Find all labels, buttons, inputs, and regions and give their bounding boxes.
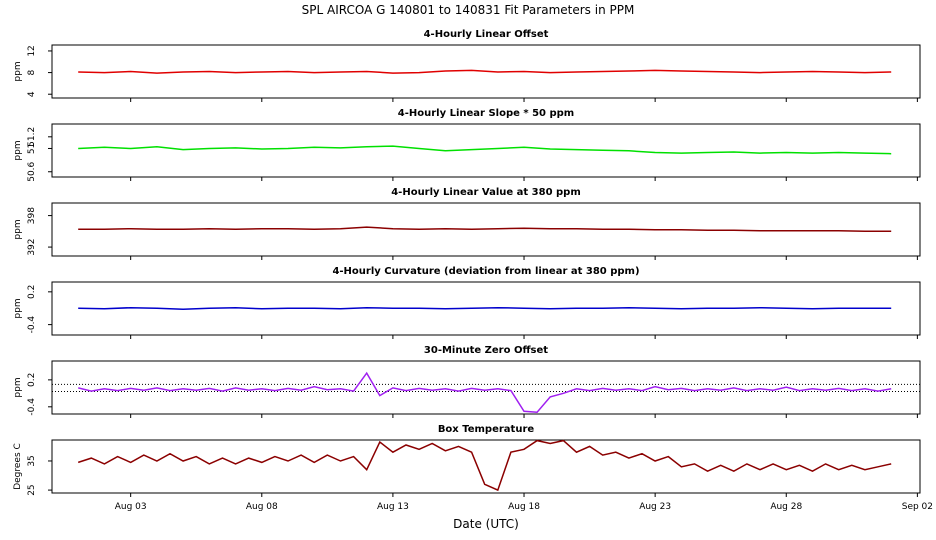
y-axis-label: ppm <box>13 298 23 318</box>
y-axis-label: ppm <box>13 140 23 160</box>
data-line <box>78 226 892 233</box>
x-tick-label: Aug 13 <box>377 502 409 512</box>
plot-frame <box>51 360 921 415</box>
data-line <box>78 371 892 413</box>
panel-title: 4-Hourly Linear Value at 380 ppm <box>391 187 581 198</box>
x-tick-label: Aug 23 <box>639 502 671 512</box>
y-axis-label: ppm <box>13 61 23 81</box>
y-tick-label: 35 <box>27 455 37 466</box>
y-tick-label: 0.2 <box>27 373 37 387</box>
y-tick-label: 4 <box>27 91 37 97</box>
x-tick-label: Aug 28 <box>770 502 802 512</box>
panel-title: Box Temperature <box>438 424 535 435</box>
y-tick-label: 8 <box>27 69 37 75</box>
y-axis-label: Degrees C <box>13 443 23 490</box>
data-line <box>78 306 892 311</box>
plot-frame <box>51 123 921 178</box>
data-line <box>77 439 892 492</box>
y-tick-label: 25 <box>27 484 37 495</box>
y-tick-label: 392 <box>27 238 37 255</box>
y-tick-label: 51 <box>27 143 37 154</box>
y-axis-label: ppm <box>13 377 23 397</box>
y-tick-label: 398 <box>27 207 37 224</box>
panel-title: 30-Minute Zero Offset <box>424 345 548 356</box>
plot-frame <box>51 202 921 257</box>
page-title: SPL AIRCOA G 140801 to 140831 Fit Parame… <box>302 3 635 17</box>
y-axis-label: ppm <box>13 219 23 239</box>
x-tick-label: Aug 08 <box>246 502 278 512</box>
x-tick-label: Sep 02 <box>902 502 933 512</box>
plot-frame <box>51 439 921 494</box>
panel-title: 4-Hourly Curvature (deviation from linea… <box>332 266 639 277</box>
panel-title: 4-Hourly Linear Offset <box>424 29 549 40</box>
y-tick-label: 50.6 <box>27 161 37 181</box>
x-tick-label: Aug 03 <box>115 502 147 512</box>
x-tick-label: Aug 18 <box>508 502 540 512</box>
data-line <box>78 145 892 155</box>
plot-frame <box>51 281 921 336</box>
y-tick-label: -0.4 <box>27 316 37 334</box>
plot-frame <box>51 44 921 99</box>
x-axis-label: Date (UTC) <box>453 517 519 531</box>
y-tick-label: 0.2 <box>27 285 37 299</box>
y-tick-label: 51.2 <box>27 127 37 147</box>
panel-title: 4-Hourly Linear Slope * 50 ppm <box>398 108 574 119</box>
y-tick-label: 12 <box>27 45 37 56</box>
data-line <box>78 69 892 74</box>
y-tick-label: -0.4 <box>27 398 37 416</box>
